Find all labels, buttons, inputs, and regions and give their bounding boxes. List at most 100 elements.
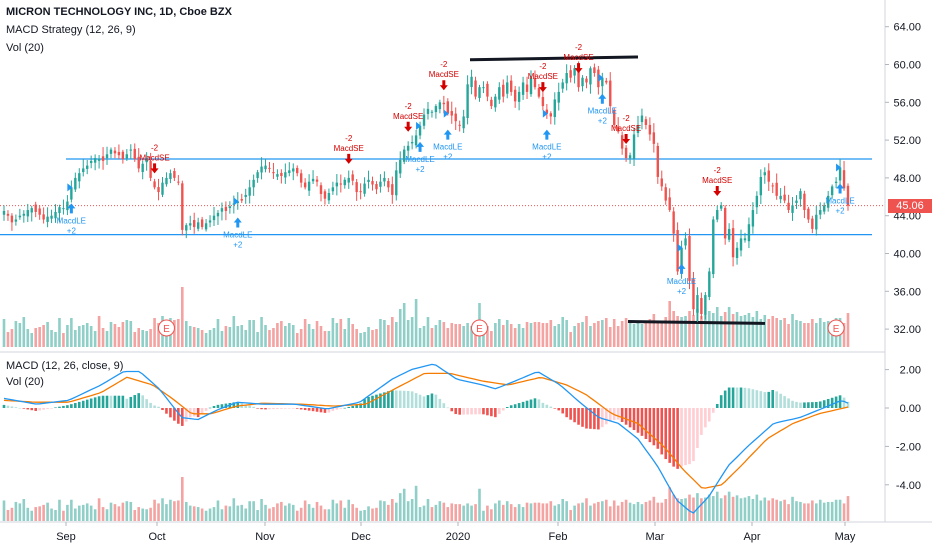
volume-bar	[343, 329, 347, 347]
signal-qty: -2	[405, 102, 413, 111]
volume-bar	[636, 321, 640, 347]
earnings-marker[interactable]: E	[157, 319, 175, 337]
volume-bar	[117, 327, 121, 347]
candle-body	[799, 191, 802, 200]
volume-bar	[486, 326, 489, 347]
candle	[367, 170, 370, 189]
candle-body	[660, 178, 663, 187]
signal-label: MacdSE	[528, 72, 558, 81]
strategy-legend[interactable]: MACD Strategy (12, 26, 9)	[6, 24, 136, 36]
candle-body	[78, 173, 81, 182]
volume-bar	[391, 499, 394, 521]
volume-bar	[177, 319, 180, 347]
candle-body	[819, 210, 822, 215]
volume-bar	[299, 329, 303, 347]
volume-bar	[632, 324, 636, 347]
price-tick-label: 36.00	[893, 286, 921, 298]
histogram-bar	[708, 408, 711, 422]
macd-tick-label: 0.00	[900, 403, 921, 415]
candle-body	[331, 187, 335, 192]
histogram-bar	[375, 394, 378, 408]
candle-body	[260, 166, 263, 173]
histogram-bar	[826, 398, 830, 408]
candle	[716, 205, 719, 223]
histogram-bar	[509, 405, 513, 408]
candle-body	[723, 207, 727, 239]
entry-flag-icon	[67, 183, 73, 192]
volume-bar	[287, 323, 291, 347]
candle	[105, 146, 109, 165]
histogram-bar	[569, 408, 572, 420]
volume-bar	[628, 502, 632, 521]
signal-qty: -2	[440, 60, 448, 69]
candle-body	[323, 191, 327, 199]
histogram-bar	[10, 406, 14, 408]
candle-body	[371, 181, 374, 185]
histogram-bar	[315, 408, 319, 412]
long-entry-signal: MacdLE+2	[57, 183, 86, 235]
volume-bar	[264, 504, 267, 521]
short-entry-signal: MacdSE-2	[429, 60, 459, 91]
long-entry-signal: MacdLE+2	[405, 121, 435, 174]
volume-bar	[169, 499, 172, 521]
volume-bar	[200, 508, 204, 521]
candle-body	[589, 68, 592, 85]
candle-body	[834, 181, 838, 184]
histogram-bar	[779, 393, 782, 408]
candle-body	[751, 210, 755, 227]
candle	[601, 72, 604, 95]
candle-body	[506, 82, 509, 94]
signal-line	[3, 372, 849, 489]
candle-body	[30, 208, 33, 213]
histogram-bar	[735, 387, 739, 408]
candle	[743, 232, 747, 243]
candle	[70, 180, 73, 203]
candle-body	[692, 279, 695, 310]
candle	[648, 117, 652, 141]
candle	[787, 194, 790, 213]
histogram-bar	[719, 395, 723, 408]
volume-bar	[422, 505, 426, 521]
histogram-bar	[700, 408, 703, 435]
histogram-bar	[14, 407, 18, 408]
histogram-bar	[517, 403, 521, 408]
volume-legend-lower[interactable]: Vol (20)	[6, 376, 44, 388]
macd-legend[interactable]: MACD (12, 26, close, 9)	[6, 360, 124, 372]
volume-bar	[478, 488, 481, 521]
earnings-marker[interactable]: E	[827, 319, 845, 337]
price-tick-label: 44.00	[893, 211, 921, 223]
candle-body	[240, 199, 243, 201]
histogram-bar	[640, 408, 644, 436]
symbol-legend[interactable]: MICRON TECHNOLOGY INC, 1D, Cboe BZX	[6, 6, 232, 18]
candle	[723, 205, 727, 245]
earnings-marker[interactable]: E	[470, 319, 488, 337]
volume-bar	[371, 508, 374, 521]
candle	[125, 149, 129, 161]
volume-bar	[438, 501, 442, 521]
candle	[299, 169, 303, 188]
time-axis-label: 2020	[446, 531, 470, 543]
time-axis-label: Dec	[351, 531, 371, 543]
earnings-circle-icon	[827, 319, 845, 337]
volume-bar	[616, 505, 620, 521]
volume-bar	[529, 503, 533, 521]
histogram-bar	[327, 408, 331, 413]
long-arrow-icon	[416, 141, 425, 152]
histogram-bar	[157, 406, 160, 408]
histogram-bar	[248, 405, 251, 408]
candle	[498, 82, 501, 104]
volume-legend-main[interactable]: Vol (20)	[6, 42, 44, 54]
histogram-bar	[838, 395, 842, 408]
volume-bar	[490, 509, 493, 521]
volume-bar	[165, 504, 168, 521]
signal-qty: -2	[151, 143, 159, 152]
volume-bar	[85, 323, 89, 347]
candle-body	[379, 181, 382, 187]
candle	[438, 99, 442, 114]
histogram-bar	[533, 398, 537, 408]
volume-bar	[284, 326, 287, 347]
histogram-bar	[676, 408, 679, 469]
histogram-bar	[783, 396, 786, 408]
volume-bar	[418, 507, 422, 521]
